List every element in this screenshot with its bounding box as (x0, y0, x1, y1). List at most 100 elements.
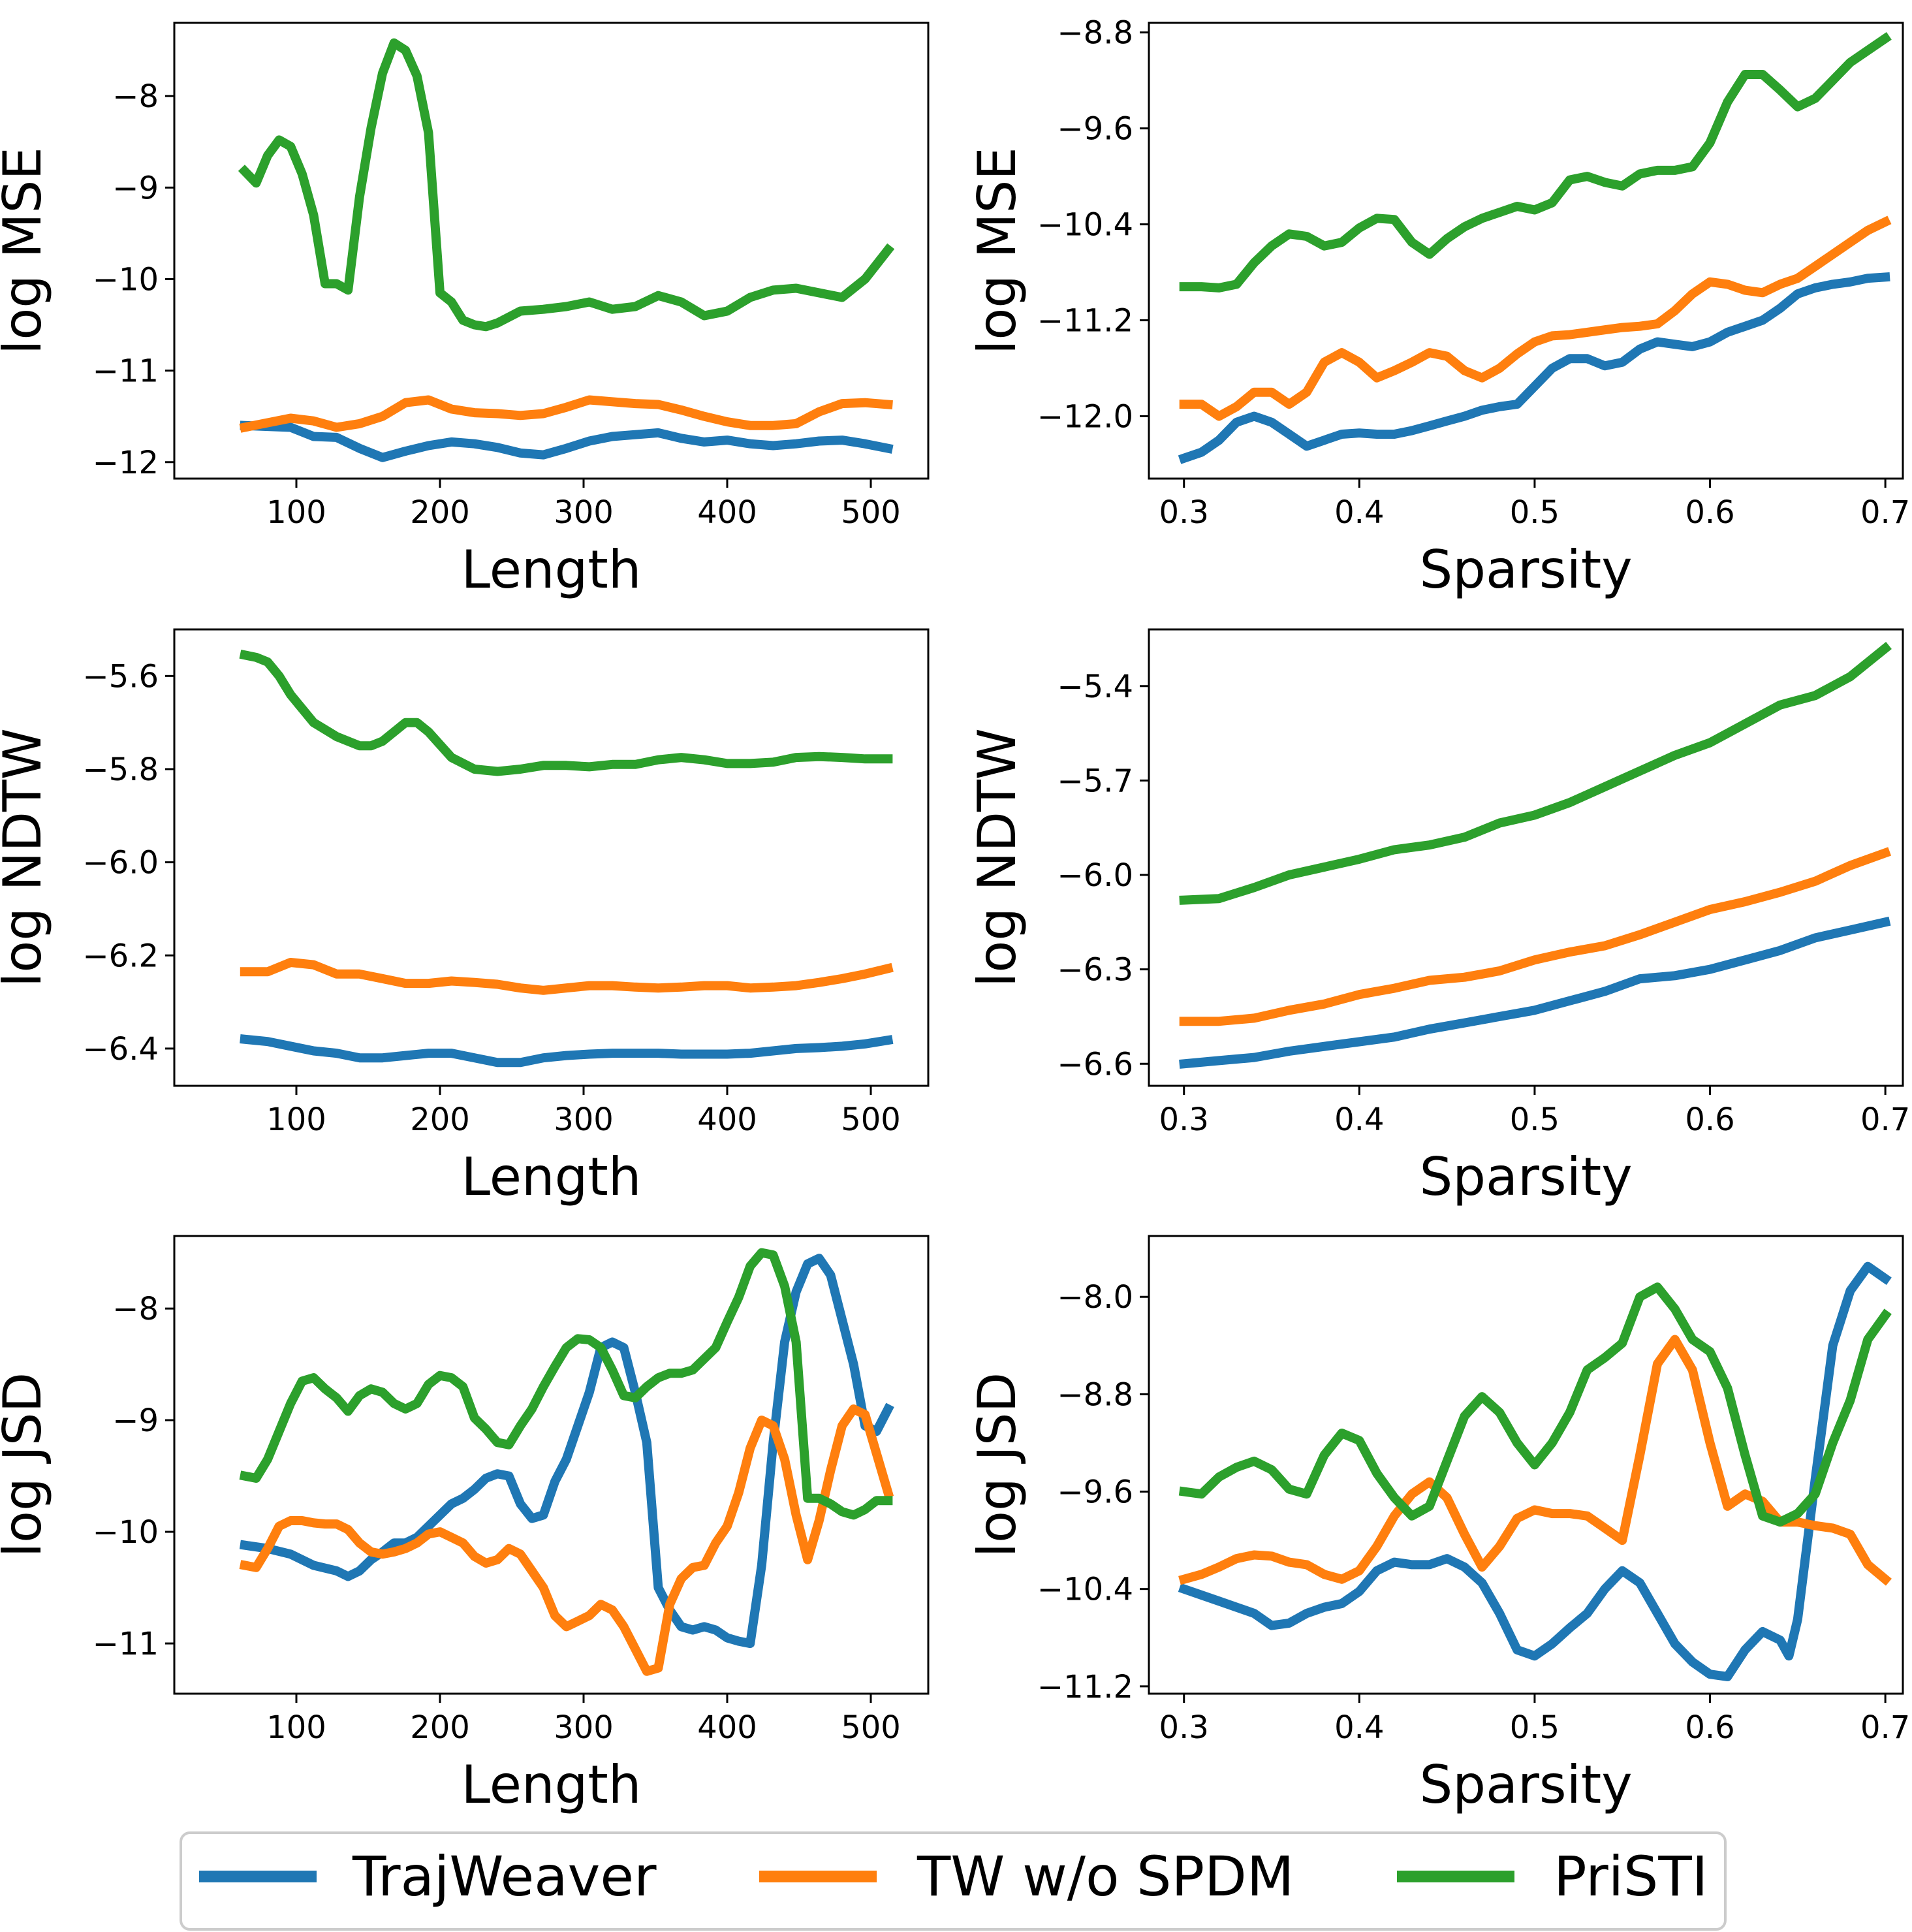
y-tick-label: −11.2 (1037, 1669, 1133, 1705)
series-line-tw-w-o-spdm (240, 958, 894, 995)
x-tick-label: 300 (554, 1101, 614, 1138)
y-tick-label: −6.0 (1057, 857, 1133, 894)
x-tick-label: 0.6 (1685, 1709, 1734, 1746)
x-tick-label: 300 (554, 1709, 614, 1746)
series-line-trajweaver (240, 420, 894, 462)
y-tick-label: −9 (112, 1402, 159, 1439)
x-tick-label: 500 (841, 1709, 901, 1746)
legend-label-tw-wo-spdm: TW w/o SPDM (917, 1845, 1294, 1908)
y-tick-label: −10 (93, 1514, 159, 1551)
x-tick-label: 0.4 (1334, 1709, 1384, 1746)
series-line-pristi (239, 649, 893, 776)
y-tick-label: −5.7 (1057, 763, 1133, 799)
series-line-pristi (1179, 642, 1892, 905)
x-tick-label: 100 (266, 494, 326, 531)
y-tick-label: −6.2 (82, 938, 159, 974)
x-tick-label: 0.3 (1159, 494, 1209, 531)
series-line-trajweaver (1179, 916, 1891, 1069)
x-tick-label: 400 (697, 1709, 757, 1746)
axes-frame (173, 22, 930, 480)
x-tick-label: 0.6 (1685, 1101, 1734, 1138)
y-tick-label: −5.6 (82, 658, 159, 695)
series-line-trajweaver (1178, 272, 1890, 464)
y-axis-label: log MSE (0, 147, 53, 355)
y-tick-label: −10 (93, 261, 159, 298)
axes-frame (173, 628, 930, 1087)
x-tick-label: 100 (266, 1101, 326, 1138)
series-line-trajweaver (240, 1034, 894, 1068)
x-tick-label: 400 (697, 494, 757, 531)
y-axis-label: log NDTW (0, 728, 53, 987)
x-tick-label: 500 (841, 494, 901, 531)
y-tick-label: −10.4 (1037, 207, 1133, 244)
y-tick-label: −9.6 (1057, 111, 1133, 148)
axes-frame (173, 1235, 930, 1695)
series-line-pristi (1179, 32, 1892, 293)
series-line-tw-w-o-spdm (239, 1404, 894, 1676)
legend-frame (180, 1831, 1727, 1931)
x-tick-label: 200 (410, 1709, 470, 1746)
chart-panel-2: 0.3 0.4 0.5 0.6 0.7 −8.8 −9.6 −10.4 −11.2 −12.0 Sp… (967, 15, 1910, 600)
series-line-trajweaver (1178, 1261, 1892, 1681)
x-tick-label: 0.7 (1860, 1101, 1910, 1138)
chart-panel-4: 0.3 0.4 0.5 0.6 0.7 −5.4 −5.7 −6.0 −6.3 −6.6 Spars… (967, 628, 1910, 1207)
x-tick-label: 0.5 (1510, 1709, 1559, 1746)
x-tick-label: 400 (697, 1101, 757, 1138)
x-axis-label: Sparsity (1419, 539, 1632, 600)
y-tick-label: −12.0 (1037, 398, 1133, 435)
series-line-pristi (1178, 1282, 1892, 1527)
y-tick-label: −8.0 (1057, 1279, 1133, 1316)
y-tick-label: −11 (93, 1626, 159, 1662)
chart-panel-6: 0.3 0.4 0.5 0.6 0.7 −8.0 −8.8 −9.6 −10.4 −11.2 Spa… (967, 1235, 1910, 1815)
y-tick-label: −5.4 (1057, 669, 1133, 705)
x-tick-label: 0.5 (1510, 1101, 1559, 1138)
legend: TrajWeaver TW w/o SPDM PriSTI (180, 1831, 1727, 1931)
series-line-tw-w-o-spdm (1178, 1335, 1892, 1586)
x-axis-label: Length (462, 1754, 642, 1815)
y-tick-label: −9.6 (1057, 1474, 1133, 1511)
y-tick-label: −8 (112, 78, 159, 115)
series-line-tw-w-o-spdm (239, 395, 893, 433)
x-tick-label: 0.6 (1685, 494, 1734, 531)
y-tick-label: −9 (112, 170, 159, 206)
y-tick-label: −11 (93, 353, 159, 390)
legend-label-pristi: PriSTI (1554, 1845, 1708, 1908)
y-tick-label: −5.8 (82, 752, 159, 788)
legend-label-trajweaver: TrajWeaver (352, 1845, 657, 1908)
y-tick-label: −12 (93, 445, 159, 481)
x-axis-label: Length (462, 539, 642, 600)
chart-panels: 100 200 300 400 500 −8 −9 −10 −11 −12 Length log MS… (0, 15, 1910, 1815)
x-tick-label: 0.7 (1860, 494, 1910, 531)
y-tick-label: −8.8 (1057, 1376, 1133, 1413)
axes-frame (1148, 22, 1904, 480)
chart-panel-5: 100 200 300 400 500 −8 −9 −10 −11 Length log JSD (0, 1235, 930, 1815)
series-line-pristi (239, 1248, 893, 1520)
x-axis-label: Length (462, 1147, 642, 1207)
axes-frame (1148, 628, 1904, 1087)
y-axis-label: log NDTW (967, 728, 1027, 987)
y-tick-label: −6.0 (82, 845, 159, 881)
x-tick-label: 100 (266, 1709, 326, 1746)
y-axis-label: log JSD (967, 1372, 1027, 1557)
y-tick-label: −11.2 (1037, 303, 1133, 340)
series-line-tw-w-o-spdm (1179, 847, 1892, 1026)
x-tick-label: 200 (410, 1101, 470, 1138)
x-axis-label: Sparsity (1419, 1147, 1632, 1207)
x-tick-label: 0.4 (1334, 1101, 1384, 1138)
y-axis-label: log MSE (967, 147, 1027, 355)
x-tick-label: 200 (410, 494, 470, 531)
x-tick-label: 500 (841, 1101, 901, 1138)
x-tick-label: 0.3 (1159, 1101, 1209, 1138)
y-tick-label: −10.4 (1037, 1572, 1133, 1608)
x-axis-label: Sparsity (1419, 1754, 1632, 1815)
y-tick-label: −6.6 (1057, 1046, 1133, 1083)
chart-panel-1: 100 200 300 400 500 −8 −9 −10 −11 −12 Length log MS… (0, 22, 930, 600)
axes-frame (1148, 1235, 1904, 1695)
chart-panel-3: 100 200 300 400 500 −5.6 −5.8 −6.0 −6.2 −6.4 Lengt… (0, 628, 930, 1207)
series-line-tw-w-o-spdm (1179, 215, 1892, 421)
y-axis-label: log JSD (0, 1372, 53, 1557)
x-tick-label: 0.5 (1510, 494, 1559, 531)
y-tick-label: −8 (112, 1291, 159, 1327)
y-tick-label: −6.4 (82, 1031, 159, 1068)
